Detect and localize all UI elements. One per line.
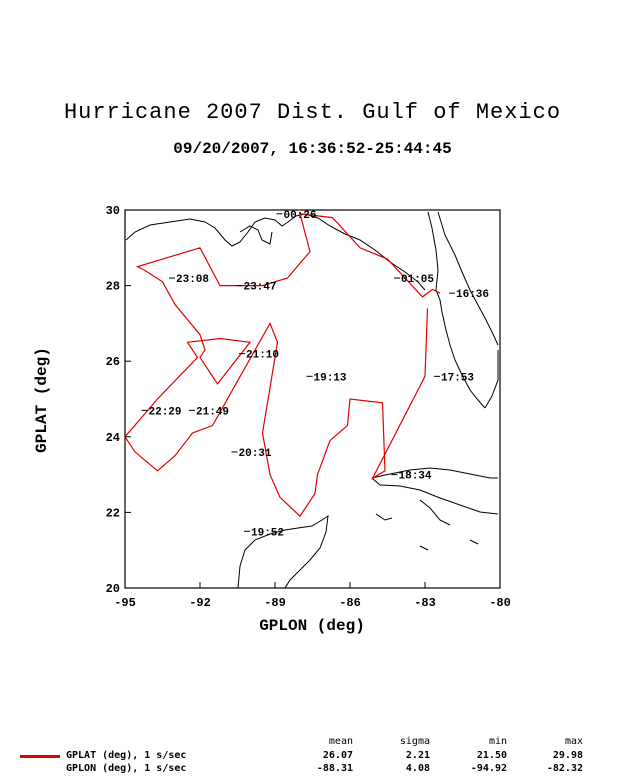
time-labels: 00:26 01:05 23:08 23:47 21:10 19:13 17:53 22:29… <box>141 210 489 539</box>
stats-row-label: GPLON (deg), 1 s/sec <box>66 763 187 774</box>
stats-min: 21.50 <box>476 750 507 761</box>
y-tick-label: 22 <box>106 506 120 520</box>
time-label: 01:05 <box>401 274 434 286</box>
stats-sigma: 2.21 <box>405 750 430 761</box>
time-label: 16:36 <box>456 289 489 301</box>
x-tick-label: -86 <box>339 596 361 610</box>
stats-header-sigma: sigma <box>399 736 430 747</box>
x-tick-label: -92 <box>189 596 211 610</box>
stats-mean: 26.07 <box>322 750 353 761</box>
y-tick-label: 28 <box>106 280 120 294</box>
stats-sigma: 4.08 <box>405 763 430 774</box>
time-label: 18:34 <box>399 471 432 483</box>
stats-mean: -88.31 <box>316 763 353 774</box>
y-tick-label: 30 <box>106 204 120 218</box>
x-tick-label: -80 <box>489 596 511 610</box>
y-tick-label: 24 <box>106 431 120 445</box>
time-label: 20:31 <box>239 448 272 460</box>
plot-frame <box>124 209 501 589</box>
time-label: 19:52 <box>251 527 284 539</box>
stats-row-label: GPLAT (deg), 1 s/sec <box>66 750 187 761</box>
time-label: 21:10 <box>246 350 279 362</box>
stats-row-gplat: GPLAT (deg), 1 s/sec 26.07 2.21 21.50 29… <box>0 750 625 763</box>
legend-line <box>20 755 60 758</box>
time-label: 23:47 <box>244 282 277 294</box>
stats-row-gplon: GPLON (deg), 1 s/sec -88.31 4.08 -94.92 … <box>0 763 625 776</box>
stats-header-mean: mean <box>328 736 353 747</box>
chart-subtitle: 09/20/2007, 16:36:52-25:44:45 <box>173 140 452 158</box>
y-tick-label: 26 <box>106 355 120 369</box>
chart-title: Hurricane 2007 Dist. Gulf of Mexico <box>63 100 562 125</box>
track-plot: -95 -92 -89 -86 -83 -80 20 22 24 26 28 30 00:26 01:… <box>33 204 511 635</box>
y-axis: 20 22 24 26 28 30 <box>106 204 131 596</box>
stats-header-min: min <box>488 736 507 747</box>
time-label: 21:49 <box>196 406 229 418</box>
time-label: 17:53 <box>441 372 474 384</box>
stats-min: -94.92 <box>470 763 507 774</box>
coastline <box>125 211 499 589</box>
stats-header-max: max <box>564 736 583 747</box>
y-tick-label: 20 <box>106 582 120 596</box>
stats-table: mean sigma min max GPLAT (deg), 1 s/sec … <box>0 736 625 780</box>
time-label: 23:08 <box>176 274 209 286</box>
x-tick-label: -95 <box>114 596 136 610</box>
x-tick-label: -83 <box>414 596 436 610</box>
stats-max: 29.98 <box>552 750 583 761</box>
x-axis-label: GPLON (deg) <box>259 617 365 635</box>
track-line <box>124 213 441 518</box>
time-label: 00:26 <box>284 210 317 222</box>
time-label: 19:13 <box>314 372 347 384</box>
time-label: 22:29 <box>149 406 182 418</box>
stats-max: -82.32 <box>546 763 583 774</box>
x-tick-label: -89 <box>264 596 286 610</box>
y-axis-label: GPLAT (deg) <box>33 347 51 453</box>
x-axis: -95 -92 -89 -86 -83 -80 <box>114 582 511 610</box>
